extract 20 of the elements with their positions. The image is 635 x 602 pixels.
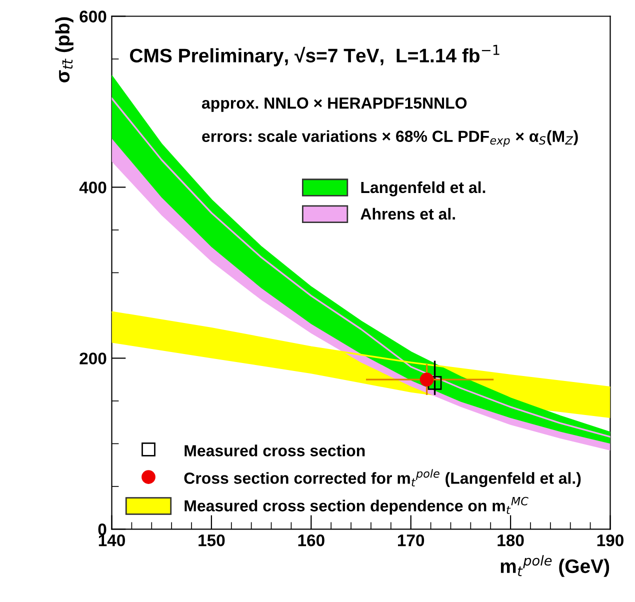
y-tick-label: 0 (98, 524, 106, 536)
annotation: approx. NNLO × HERAPDF15NNLO (202, 97, 467, 112)
legend-label: Measured cross section dependence on m$_{t}$$^{MC}$ (184, 496, 528, 515)
text: CMS Preliminary, √s=7 TeV, L=1.14 fb$^{−1}$ (130, 44, 500, 66)
x-tick-label: 190 (597, 534, 624, 546)
y-tick-label: 600 (80, 10, 106, 22)
legend-label: Measured cross section (184, 444, 365, 456)
y-tick-label: 200 (80, 352, 106, 364)
annotation: errors: scale variations × 68% CL PDF$_{exp}$ × α$_{S}$(M$_{Z}$) (202, 130, 578, 147)
legend-label: Ahrens et al. (360, 208, 455, 220)
x-axis-title: m$_{t}$$^{pole}$ (GeV) (500, 555, 610, 577)
legend-label: Cross section corrected for m$_{t}$$^{pole}$ (Langenfeld et al.) (184, 469, 581, 488)
x-tick-label: 170 (398, 534, 424, 546)
legend-label: Langenfeld et al. (361, 181, 486, 196)
x-tick-label: 160 (298, 534, 324, 546)
x-tick-label: 140 (98, 534, 125, 546)
x-tick-label: 150 (198, 534, 225, 546)
x-tick-label: 180 (498, 534, 524, 546)
y-axis-title: σ$_{tt̄}$ (pb) (55, 17, 74, 82)
y-tick-label: 400 (79, 182, 106, 194)
